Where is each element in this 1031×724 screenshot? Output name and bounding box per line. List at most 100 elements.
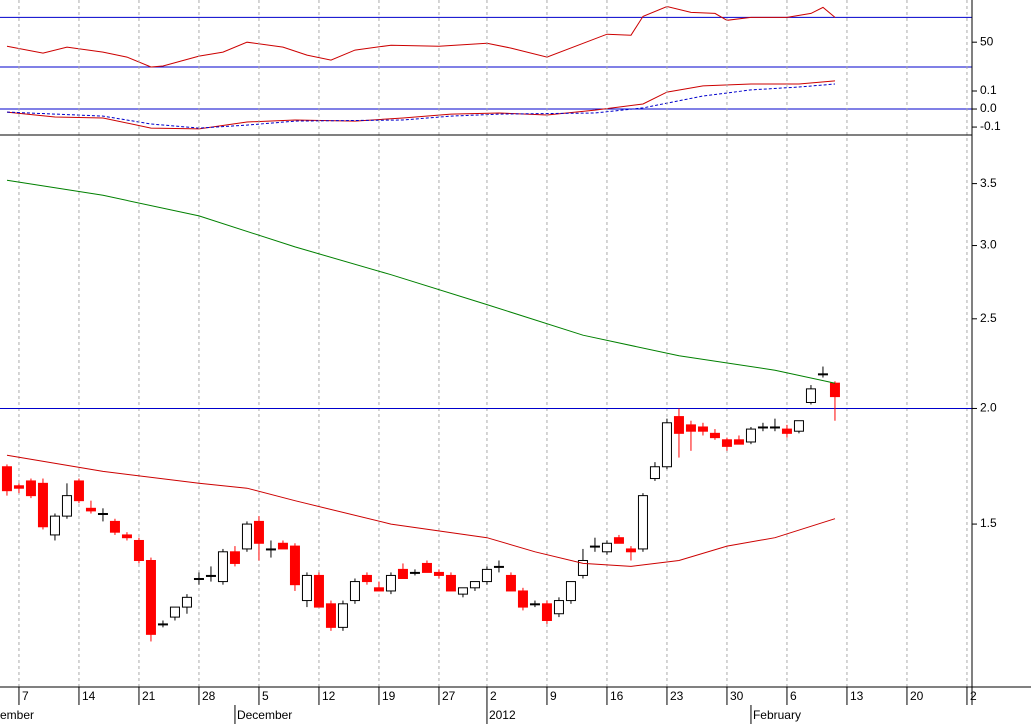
candle-body [445, 574, 456, 592]
candle-body [73, 480, 84, 502]
candle-body [385, 574, 396, 592]
candle-body [685, 424, 696, 432]
candle-body [313, 574, 324, 608]
y-tick-label: 2.0 [980, 401, 997, 415]
candle-body [289, 545, 300, 586]
candle-body [325, 603, 336, 628]
candle-body [361, 574, 372, 583]
candle-body [541, 603, 552, 621]
x-tick-label: 6 [790, 689, 797, 703]
candle-body [589, 545, 600, 548]
candle-body [613, 537, 624, 544]
candle-body [217, 551, 228, 583]
candle-body [805, 388, 816, 403]
x-tick-label: 13 [850, 689, 864, 703]
candle-body [157, 623, 168, 626]
candle-body [829, 382, 840, 398]
x-tick-label: 16 [610, 689, 624, 703]
candle-body [709, 432, 720, 439]
x-tick-label: 5 [262, 689, 269, 703]
month-label: ember [0, 708, 34, 722]
x-tick-label: 14 [82, 689, 96, 703]
indicator-line [6, 454, 836, 567]
candle-body [553, 600, 564, 615]
x-tick-label: 7 [22, 689, 29, 703]
candle-body [97, 512, 108, 515]
y-tick-label: 1.5 [980, 516, 997, 530]
candle-body [517, 590, 528, 608]
candle-body [661, 422, 672, 468]
x-tick-label: 2 [490, 689, 497, 703]
candle-body [61, 495, 72, 517]
candle-body [265, 548, 276, 551]
candle-body [229, 551, 240, 564]
x-tick-label: 21 [142, 689, 156, 703]
candle-body [409, 571, 420, 574]
candle-body [145, 559, 156, 635]
candle-body [181, 596, 192, 608]
candle-body [121, 534, 132, 539]
candle-body [469, 581, 480, 589]
x-tick-label: 27 [442, 689, 456, 703]
candle-body [433, 571, 444, 576]
candle-body [757, 426, 768, 429]
candle-body [397, 568, 408, 579]
candle-body [565, 581, 576, 602]
y-tick-label: 3.5 [980, 176, 997, 190]
candle-body [481, 568, 492, 583]
indicator-line [6, 179, 836, 384]
candle-body [421, 562, 432, 573]
y-tick-label: 0.0 [980, 101, 997, 115]
candle-body [577, 559, 588, 576]
candle-body [349, 581, 360, 602]
month-label: 2012 [489, 708, 516, 722]
candle-body [109, 520, 120, 533]
candle-body [1, 466, 12, 492]
candle-body [601, 542, 612, 553]
y-tick-label: 50 [980, 34, 994, 48]
candle-body [301, 574, 312, 602]
candle-body [457, 587, 468, 595]
candle-body [793, 420, 804, 432]
candle-body [697, 426, 708, 432]
candle-body [373, 587, 384, 592]
candle-body [649, 466, 660, 480]
candle-body [505, 574, 516, 592]
candle-body [13, 485, 24, 489]
y-tick-label: 3.0 [980, 238, 997, 252]
x-tick-label: 30 [730, 689, 744, 703]
candle-body [85, 507, 96, 512]
candle-body [205, 574, 216, 577]
candle-body [49, 515, 60, 536]
y-tick-label: 0.1 [980, 83, 997, 97]
y-tick-label: 2.5 [980, 311, 997, 325]
candle-body [817, 373, 828, 376]
candle-body [769, 426, 780, 429]
x-tick-label: 23 [670, 689, 684, 703]
candle-body [241, 523, 252, 550]
month-label: December [237, 708, 292, 722]
candle-body [637, 495, 648, 550]
candle-body [745, 428, 756, 443]
x-tick-label: 9 [550, 689, 557, 703]
candle-body [169, 606, 180, 618]
candle-body [625, 548, 636, 553]
candle-body [337, 603, 348, 628]
indicator-line [6, 80, 836, 130]
y-tick-label: -0.1 [980, 119, 1001, 133]
candle-body [253, 520, 264, 544]
x-tick-label: 28 [202, 689, 216, 703]
candle-body [37, 482, 48, 528]
month-label: February [753, 708, 801, 722]
candle-body [193, 577, 204, 580]
candle-body [721, 439, 732, 447]
candle-body [733, 439, 744, 445]
indicator-line [6, 83, 836, 129]
candle-body [25, 480, 36, 497]
candle-body [673, 416, 684, 434]
candle-body [493, 565, 504, 568]
candle-body [781, 428, 792, 434]
candle-body [277, 542, 288, 550]
